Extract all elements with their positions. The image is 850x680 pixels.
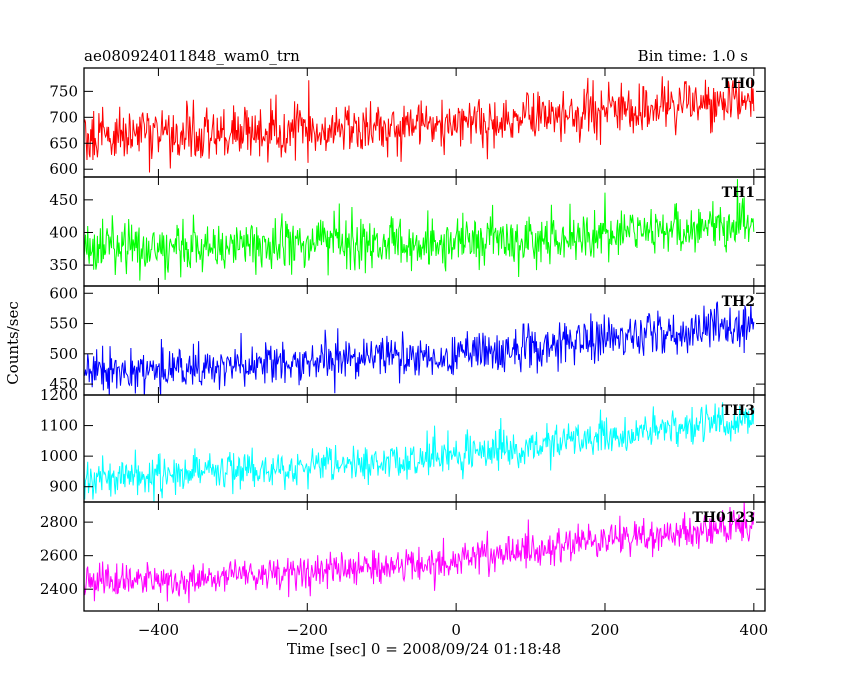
panel-th0: 600 650 700 750 TH0: [49, 67, 766, 178]
series-line-th3: [84, 402, 755, 502]
y-tick-label-th0: 750: [49, 82, 78, 100]
y-tick-label-th2: 450: [49, 375, 78, 393]
y-tick-label-th2: 600: [49, 284, 78, 302]
x-tick-label: −200: [287, 621, 328, 639]
panel-label-th0: TH0: [722, 76, 756, 92]
panel-label-th0123: TH0123: [692, 510, 755, 526]
y-tick-label-th3: 1200: [40, 386, 78, 404]
bin-time-label: Bin time: 1.0 s: [638, 47, 748, 65]
y-tick-label-th3: 1100: [40, 417, 78, 435]
panel-label-th3: TH3: [722, 403, 755, 419]
y-tick-label-th0: 700: [49, 108, 78, 126]
x-tick-label: 200: [591, 621, 620, 639]
panel-frame-th3: [83, 394, 766, 503]
y-axis-title: Counts/sec: [4, 301, 22, 385]
series-line-th0123: [84, 502, 755, 604]
panel-stack: 600 650 700 750 TH0 350 400 450 TH1 450 500 550 600 T…: [40, 67, 766, 612]
y-tick-label-th3: 900: [49, 478, 78, 496]
y-tick-label-th1: 350: [49, 256, 78, 274]
series-line-th1: [84, 179, 755, 281]
series-line-th0: [84, 76, 755, 173]
y-tick-label-th0123: 2800: [40, 513, 78, 531]
y-tick-label-th0: 650: [49, 134, 78, 152]
panel-label-th2: TH2: [722, 294, 755, 310]
series-line-th2: [84, 301, 755, 395]
x-axis-title: Time [sec] 0 = 2008/09/24 01:18:48: [287, 640, 561, 658]
panel-th2: 450 500 550 600 TH2: [49, 284, 766, 396]
panel-th1: 350 400 450 TH1: [49, 176, 766, 287]
panel-label-th1: TH1: [722, 185, 755, 201]
panel-th0123: 2400 2600 2800 TH0123: [40, 501, 766, 612]
y-tick-label-th2: 500: [49, 345, 78, 363]
y-tick-label-th3: 1000: [40, 447, 78, 465]
y-tick-label-th0: 600: [49, 160, 78, 178]
y-tick-label-th0123: 2400: [40, 580, 78, 598]
y-tick-label-th2: 550: [49, 315, 78, 333]
x-tick-label: 400: [740, 621, 769, 639]
x-tick-label: −400: [138, 621, 179, 639]
x-tick-label: 0: [451, 621, 461, 639]
x-axis: −400 −200 0 200 400: [138, 621, 768, 639]
observation-title: ae080924011848_wam0_trn: [84, 47, 300, 65]
panel-th3: 900 1000 1100 1200 TH3: [40, 386, 766, 503]
y-tick-label-th1: 450: [49, 191, 78, 209]
y-tick-label-th1: 400: [49, 223, 78, 241]
y-tick-label-th0123: 2600: [40, 547, 78, 565]
panel-frame-th0123: [83, 501, 766, 612]
